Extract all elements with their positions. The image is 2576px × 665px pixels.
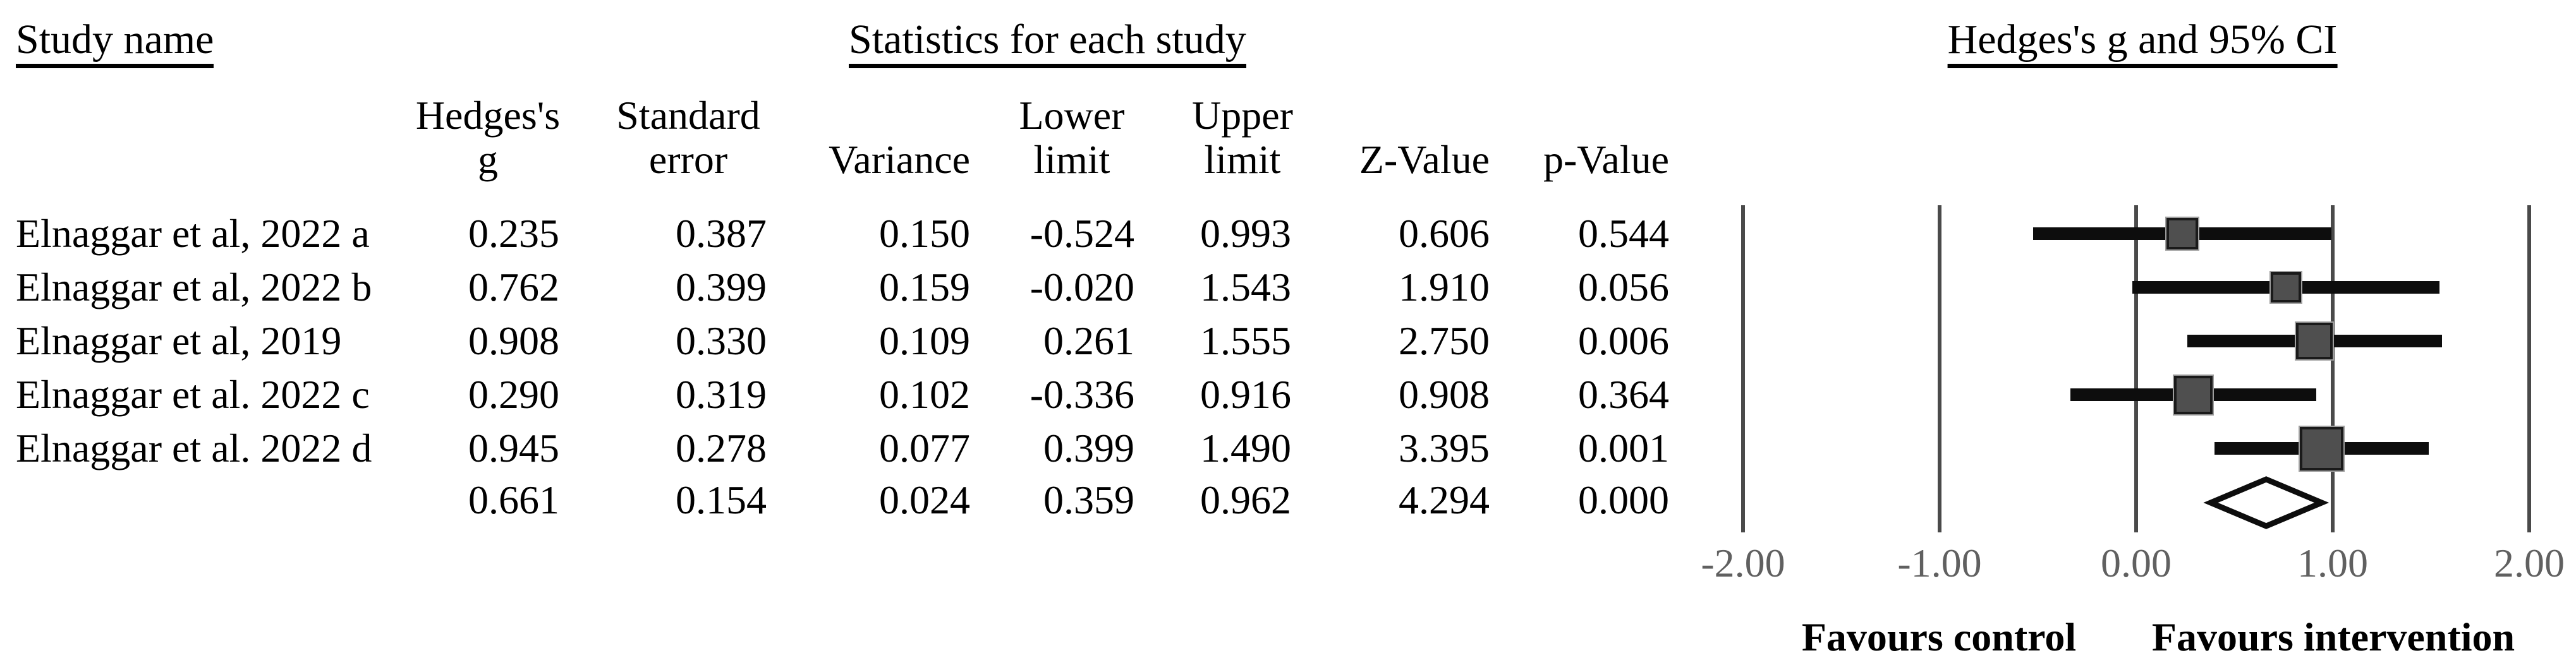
se-value-cell: 0.319	[676, 372, 767, 417]
gridline--2.00	[1741, 205, 1745, 532]
g-value-cell: 0.661	[468, 477, 559, 522]
ul-value-cell: 0.962	[1200, 477, 1291, 522]
x-tick-label: 0.00	[2101, 541, 2172, 585]
study-name-title: Study name	[16, 19, 214, 68]
gridline-1.00	[2331, 205, 2335, 532]
var-value-cell: 0.077	[879, 426, 970, 470]
statistics-title: Statistics for each study	[849, 19, 1246, 68]
column-header-line: limit	[1033, 137, 1110, 182]
column-header-line: g	[478, 137, 498, 182]
var-value-cell: 0.024	[879, 477, 970, 522]
g-value-cell: 0.762	[468, 265, 559, 309]
var-value-cell: 0.102	[879, 372, 970, 417]
se-value-cell: 0.387	[676, 211, 767, 256]
ul-value-cell: 1.543	[1200, 265, 1291, 309]
column-header-ll: Lower limit	[1019, 92, 1124, 182]
var-value-cell: 0.150	[879, 211, 970, 256]
ll-value-cell: 0.399	[1043, 426, 1134, 470]
column-header-line: p-Value	[1543, 137, 1669, 182]
effect-size-square	[2295, 321, 2335, 361]
x-tick-label: 1.00	[2297, 541, 2368, 585]
column-header-var: Variance	[829, 92, 970, 182]
g-value-cell: 0.945	[468, 426, 559, 470]
column-header-line: Standard	[616, 93, 760, 138]
effect-size-square	[2269, 271, 2302, 304]
p-value-cell: 0.364	[1578, 372, 1669, 417]
column-header-line: Variance	[829, 137, 970, 182]
p-value-cell: 0.000	[1578, 477, 1669, 522]
se-value-cell: 0.154	[676, 477, 767, 522]
ul-value-cell: 1.555	[1200, 318, 1291, 363]
column-header-g: Hedges's g	[416, 92, 560, 182]
z-value-cell: 0.908	[1399, 372, 1490, 417]
ll-value-cell: -0.020	[1030, 265, 1134, 309]
z-value-cell: 2.750	[1399, 318, 1490, 363]
z-value-cell: 0.606	[1399, 211, 1490, 256]
study-name-cell: Elnaggar et al, 2019	[16, 318, 342, 363]
effect-size-square	[2172, 374, 2214, 416]
column-header-p: p-Value	[1543, 92, 1669, 182]
column-header-z: Z-Value	[1359, 92, 1490, 182]
ll-value-cell: -0.336	[1030, 372, 1134, 417]
column-header-line: Lower	[1019, 93, 1125, 138]
column-header-line: limit	[1204, 137, 1281, 182]
effect-size-square	[2165, 217, 2200, 251]
column-header-line: Z-Value	[1359, 137, 1490, 182]
var-value-cell: 0.159	[879, 265, 970, 309]
gridline-0.00	[2134, 205, 2138, 532]
x-tick-label: -1.00	[1897, 541, 1982, 585]
z-value-cell: 3.395	[1399, 426, 1490, 470]
plot-title-text: Hedges's g and 95% CI	[1947, 19, 2338, 68]
p-value-cell: 0.006	[1578, 318, 1669, 363]
column-header-ul: Upper limit	[1192, 92, 1293, 182]
se-value-cell: 0.278	[676, 426, 767, 470]
ll-value-cell: -0.524	[1030, 211, 1134, 256]
favours-intervention-label: Favours intervention	[2151, 614, 2515, 659]
ll-value-cell: 0.261	[1043, 318, 1134, 363]
summary-diamond	[2203, 476, 2329, 529]
effect-size-square	[2299, 425, 2345, 472]
ll-value-cell: 0.359	[1043, 477, 1134, 522]
gridline-2.00	[2527, 205, 2531, 532]
g-value-cell: 0.290	[468, 372, 559, 417]
p-value-cell: 0.001	[1578, 426, 1669, 470]
g-value-cell: 0.908	[468, 318, 559, 363]
study-name-cell: Elnaggar et al, 2022 a	[16, 211, 370, 256]
favours-control-label: Favours control	[1801, 614, 2077, 659]
p-value-cell: 0.056	[1578, 265, 1669, 309]
z-value-cell: 4.294	[1399, 477, 1490, 522]
column-header-line: Hedges's	[415, 93, 561, 138]
ul-value-cell: 0.993	[1200, 211, 1291, 256]
x-tick-label: -2.00	[1701, 541, 1785, 585]
ul-value-cell: 0.916	[1200, 372, 1291, 417]
study-name-cell: Elnaggar et al, 2022 b	[16, 265, 372, 309]
g-value-cell: 0.235	[468, 211, 559, 256]
column-header-se: Standard error	[616, 92, 760, 182]
se-value-cell: 0.330	[676, 318, 767, 363]
column-header-line: Upper	[1192, 93, 1293, 138]
gridline--1.00	[1938, 205, 1941, 532]
z-value-cell: 1.910	[1399, 265, 1490, 309]
x-tick-label: 2.00	[2494, 541, 2565, 585]
column-header-line: error	[648, 137, 728, 182]
p-value-cell: 0.544	[1578, 211, 1669, 256]
study-name-title-text: Study name	[16, 19, 214, 68]
plot-title: Hedges's g and 95% CI	[1947, 19, 2338, 68]
study-name-cell: Elnaggar et al. 2022 c	[16, 372, 370, 417]
study-name-cell: Elnaggar et al. 2022 d	[16, 426, 372, 470]
summary-diamond-shape	[2203, 476, 2329, 529]
ul-value-cell: 1.490	[1200, 426, 1291, 470]
var-value-cell: 0.109	[879, 318, 970, 363]
se-value-cell: 0.399	[676, 265, 767, 309]
statistics-title-text: Statistics for each study	[849, 19, 1246, 68]
